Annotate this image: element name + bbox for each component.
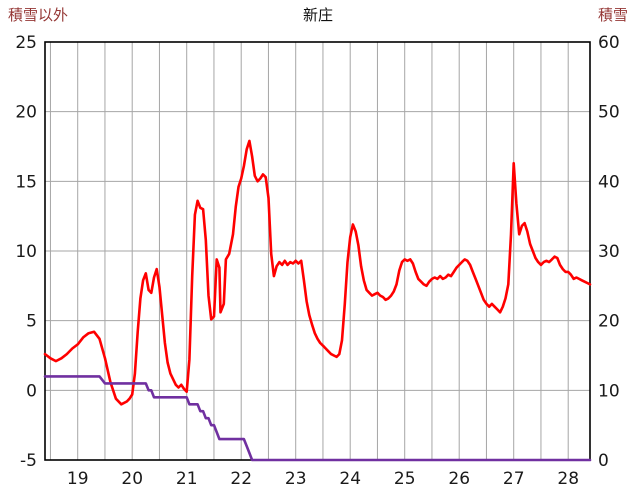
y-right-tick-label: 50 bbox=[598, 103, 620, 123]
y-left-tick-label: 5 bbox=[26, 312, 37, 332]
y-right-tick-label: 0 bbox=[598, 451, 609, 471]
x-tick-label: 26 bbox=[448, 469, 470, 489]
x-tick-label: 19 bbox=[67, 469, 89, 489]
y-left-tick-label: -5 bbox=[20, 451, 37, 471]
x-tick-label: 27 bbox=[503, 469, 525, 489]
x-tick-label: 28 bbox=[557, 469, 579, 489]
x-tick-label: 23 bbox=[285, 469, 307, 489]
x-tick-label: 21 bbox=[176, 469, 198, 489]
x-tick-label: 20 bbox=[121, 469, 143, 489]
y-left-tick-label: 0 bbox=[26, 381, 37, 401]
left-axis-title: 積雪以外 bbox=[8, 6, 69, 24]
y-right-tick-label: 30 bbox=[598, 242, 620, 262]
y-right-tick-label: 20 bbox=[598, 312, 620, 332]
x-tick-label: 25 bbox=[394, 469, 416, 489]
snow-depth-line bbox=[43, 375, 592, 462]
y-left-tick-label: 10 bbox=[15, 242, 37, 262]
y-right-tick-label: 60 bbox=[598, 33, 620, 53]
y-right-tick-label: 40 bbox=[598, 172, 620, 192]
y-left-tick-label: 20 bbox=[15, 103, 37, 123]
x-tick-label: 24 bbox=[339, 469, 361, 489]
y-left-tick-label: 25 bbox=[15, 33, 37, 53]
x-tick-label: 22 bbox=[230, 469, 252, 489]
y-left-tick-label: 15 bbox=[15, 172, 37, 192]
y-right-tick-label: 10 bbox=[598, 381, 620, 401]
temperature-line bbox=[43, 139, 592, 406]
right-axis-title: 積雪 bbox=[597, 6, 628, 24]
chart-title: 新庄 bbox=[302, 6, 333, 24]
